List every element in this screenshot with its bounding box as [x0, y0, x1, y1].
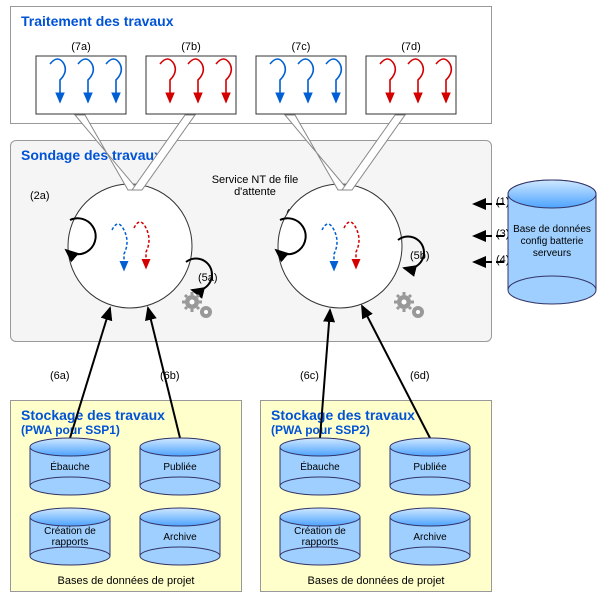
- svg-text:(7a): (7a): [71, 41, 91, 53]
- proc-box-7b: (7b): [146, 41, 236, 114]
- gear-2: [394, 292, 424, 318]
- gear-1: [182, 292, 212, 318]
- arrow-6b: [148, 308, 180, 438]
- storage-dbs: Ébauche Publiée Création derapports Arch…: [30, 438, 470, 565]
- svg-text:(7b): (7b): [181, 41, 201, 53]
- svg-text:Création de: Création de: [294, 526, 346, 537]
- db-cylinder: Création derapports: [30, 508, 110, 565]
- svg-text:rapports: rapports: [52, 537, 89, 548]
- svg-text:rapports: rapports: [302, 537, 339, 548]
- circle-1: [68, 184, 192, 308]
- db-main: Base de données config batterie serveurs: [508, 180, 596, 304]
- circle-2: [278, 184, 402, 308]
- svg-text:Archive: Archive: [163, 532, 197, 543]
- proc-box-7c: (7c): [256, 41, 346, 114]
- db-cylinder: Archive: [140, 508, 220, 565]
- db-cylinder: Ébauche: [280, 438, 360, 495]
- db-cylinder: Archive: [390, 508, 470, 565]
- callout-7c: [285, 115, 348, 190]
- proc-box-7d: (7d): [366, 41, 456, 114]
- arrow-6d: [362, 306, 430, 438]
- arrow-6c: [320, 310, 330, 438]
- svg-text:Publiée: Publiée: [163, 462, 197, 473]
- proc-boxes: (7a) (7b) (7c) (7d): [36, 41, 456, 114]
- svg-text:serveurs: serveurs: [533, 248, 571, 259]
- db-cylinder: Création derapports: [280, 508, 360, 565]
- db-cylinder: Publiée: [140, 438, 220, 495]
- svg-text:Ébauche: Ébauche: [50, 460, 90, 473]
- db-cylinder: Publiée: [390, 438, 470, 495]
- svg-text:Base de données: Base de données: [513, 224, 591, 235]
- svg-text:Publiée: Publiée: [413, 462, 447, 473]
- db-cylinder: Ébauche: [30, 438, 110, 495]
- callout-7b: [132, 115, 195, 190]
- svg-text:Ébauche: Ébauche: [300, 460, 340, 473]
- svg-text:(7d): (7d): [401, 41, 421, 53]
- proc-box-7a: (7a): [36, 41, 126, 114]
- callout-7d: [342, 115, 405, 190]
- svg-text:(7c): (7c): [292, 41, 311, 53]
- callout-7a: [75, 115, 138, 190]
- svg-text:config batterie: config batterie: [521, 236, 584, 247]
- svg-text:Archive: Archive: [413, 532, 447, 543]
- svg-text:Création de: Création de: [44, 526, 96, 537]
- arrow-6a: [70, 308, 110, 438]
- diagram-canvas: Traitement des travaux Sondage des trava…: [0, 0, 610, 600]
- shapes-layer: (7a) (7b) (7c) (7d): [0, 0, 610, 600]
